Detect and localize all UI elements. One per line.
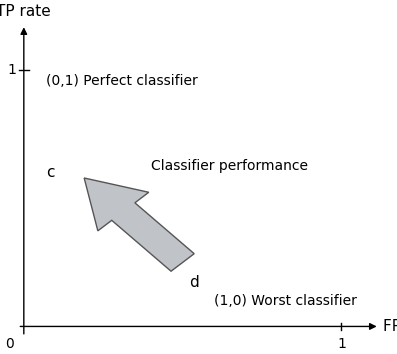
Text: 0: 0 <box>6 337 14 351</box>
Text: (1,0) Worst classifier: (1,0) Worst classifier <box>214 294 357 308</box>
Text: Classifier performance: Classifier performance <box>151 159 308 173</box>
Text: c: c <box>46 165 54 180</box>
Text: (0,1) Perfect classifier: (0,1) Perfect classifier <box>46 74 198 88</box>
Polygon shape <box>84 178 194 271</box>
Text: 1: 1 <box>7 63 16 78</box>
Text: TP rate: TP rate <box>0 4 51 19</box>
Text: 1: 1 <box>337 337 346 351</box>
Text: FP rate: FP rate <box>383 319 397 334</box>
Text: d: d <box>189 275 199 290</box>
